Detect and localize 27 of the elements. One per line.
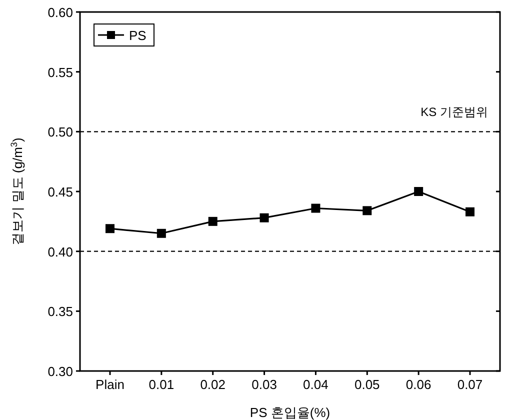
point xyxy=(466,207,474,216)
y-tick-label: 0.40 xyxy=(48,244,73,260)
y-tick-label: 0.55 xyxy=(48,64,73,80)
x-tick-label: 0.01 xyxy=(148,377,174,392)
x-tick-label: 0.06 xyxy=(406,377,432,392)
y-tick-label: 0.35 xyxy=(48,304,73,320)
x-tick-label: 0.03 xyxy=(252,377,277,392)
point xyxy=(208,216,218,226)
y-tick-label: 0.30 xyxy=(48,364,73,379)
y-tick-label: 0.60 xyxy=(48,5,73,20)
point xyxy=(362,206,372,216)
x-tick-label: 0.04 xyxy=(303,377,328,392)
legend-label: PS xyxy=(129,28,147,43)
point xyxy=(156,228,166,238)
x-tick-label: 0.02 xyxy=(200,377,226,392)
annotation: KS 기준범위 xyxy=(420,105,488,120)
point xyxy=(260,213,269,222)
point xyxy=(106,224,114,234)
x-tick-label: Plain xyxy=(96,377,124,392)
y-tick-label: 0.50 xyxy=(48,124,73,140)
point xyxy=(311,204,320,213)
y-tick-label: 0.45 xyxy=(48,184,73,200)
legend: PS xyxy=(94,24,154,46)
x-axis-title: PS 혼입율(%) xyxy=(250,405,330,420)
x-tick-label: 0.07 xyxy=(457,377,483,392)
point xyxy=(414,187,424,196)
x-tick-label: 0.05 xyxy=(354,377,380,392)
